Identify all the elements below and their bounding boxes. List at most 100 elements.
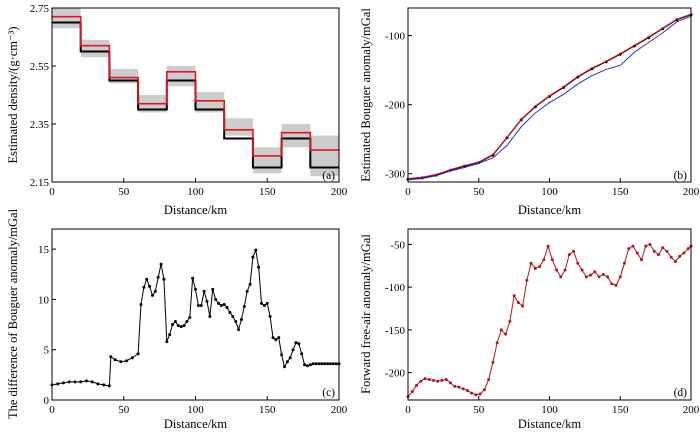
- data-point: [320, 362, 324, 366]
- data-point: [139, 302, 143, 306]
- panel-d-xlabel: Distance/km: [518, 417, 581, 431]
- x-tick-label: 100: [187, 186, 204, 198]
- data-point: [555, 268, 559, 272]
- data-point: [474, 393, 478, 397]
- panel-b-plot: [406, 13, 693, 181]
- data-point: [173, 320, 177, 324]
- data-point: [171, 323, 175, 327]
- x-tick-label: 100: [541, 186, 558, 198]
- data-point: [470, 391, 474, 395]
- data-point: [465, 389, 469, 393]
- data-point: [268, 315, 272, 319]
- panel-d-frame: [407, 228, 692, 401]
- data-point: [248, 282, 252, 286]
- data-point: [219, 303, 223, 307]
- data-point: [635, 251, 639, 255]
- data-point: [656, 253, 660, 257]
- x-tick-label: 200: [331, 404, 348, 416]
- data-point: [231, 315, 235, 319]
- data-point: [614, 283, 618, 287]
- data-point: [107, 384, 111, 388]
- y-tick-label: -150: [385, 325, 406, 337]
- data-point: [182, 324, 186, 328]
- y-tick-label: 15: [38, 244, 50, 256]
- data-point: [419, 379, 423, 383]
- panel-c-plot: [50, 248, 341, 388]
- uncertainty-band: [224, 118, 253, 136]
- data-point: [79, 380, 83, 384]
- data-point: [512, 294, 516, 298]
- y-tick-label: 2.75: [30, 3, 50, 15]
- data-point: [436, 379, 440, 383]
- data-point: [572, 249, 576, 253]
- y-tick-label: 2.35: [30, 119, 50, 131]
- data-point: [410, 389, 414, 393]
- data-point: [228, 310, 232, 314]
- data-point: [631, 244, 635, 248]
- data-point: [499, 328, 503, 332]
- data-point: [285, 360, 289, 364]
- data-point: [427, 377, 431, 381]
- data-point: [254, 248, 258, 252]
- x-tick-label: 150: [612, 404, 629, 416]
- x-tick-label: 50: [118, 186, 130, 198]
- uncertainty-band: [166, 66, 196, 87]
- data-point: [546, 244, 550, 248]
- y-tick-label: -100: [385, 31, 406, 43]
- panel-d-label: (d): [674, 387, 688, 399]
- data-point: [216, 301, 220, 305]
- data-point: [211, 287, 215, 291]
- data-point: [326, 362, 330, 366]
- data-point: [533, 266, 537, 270]
- data-point: [686, 247, 690, 251]
- data-point: [102, 383, 106, 387]
- data-point: [431, 378, 435, 382]
- data-point: [563, 268, 567, 272]
- data-point: [516, 301, 520, 305]
- panel-a-plot: [52, 8, 339, 177]
- panel-c-frame: [51, 228, 340, 401]
- data-point: [508, 319, 512, 323]
- data-point: [323, 362, 327, 366]
- series-line-free_air: [407, 243, 692, 397]
- data-point: [222, 302, 226, 306]
- panel-a-ylabel: Estimated density/(g·cm⁻³): [6, 26, 20, 163]
- data-point: [150, 293, 154, 297]
- data-point: [601, 272, 605, 276]
- panel-a-ticks: 0 50 100 150 200 2.15 2.35 2.55 2.75: [30, 3, 348, 198]
- data-point: [90, 380, 94, 384]
- data-point: [125, 359, 129, 363]
- y-tick-label: -200: [385, 368, 406, 380]
- panel-a-label: (a): [322, 170, 335, 182]
- data-point: [214, 297, 218, 301]
- uncertainty-band: [281, 124, 311, 148]
- data-point: [67, 380, 71, 384]
- data-point: [196, 303, 200, 307]
- data-point: [414, 383, 418, 387]
- x-tick-label: 150: [259, 186, 276, 198]
- data-point: [282, 365, 286, 369]
- x-tick-label: 150: [612, 186, 629, 198]
- x-tick-label: 0: [49, 404, 55, 416]
- data-point: [495, 341, 499, 345]
- panel-c-ylabel: The difference of Bouguer anomaly/mGal: [6, 208, 20, 419]
- data-point: [308, 363, 312, 367]
- data-point: [331, 362, 335, 366]
- y-tick-label: 5: [44, 345, 50, 357]
- x-tick-label: 200: [683, 186, 700, 198]
- data-point: [423, 377, 427, 381]
- data-point: [109, 355, 113, 359]
- data-point: [130, 356, 134, 360]
- uncertainty-band: [310, 135, 339, 177]
- data-point: [291, 348, 295, 352]
- data-point: [478, 392, 482, 396]
- panel-c-ticks: 0 50 100 150 200 0 5 10 15: [38, 244, 348, 416]
- data-point: [257, 265, 261, 269]
- x-tick-label: 150: [259, 404, 276, 416]
- data-point: [328, 362, 332, 366]
- y-tick-label: 10: [38, 294, 50, 306]
- data-point: [491, 360, 495, 364]
- data-point: [444, 377, 448, 381]
- data-point: [294, 341, 298, 345]
